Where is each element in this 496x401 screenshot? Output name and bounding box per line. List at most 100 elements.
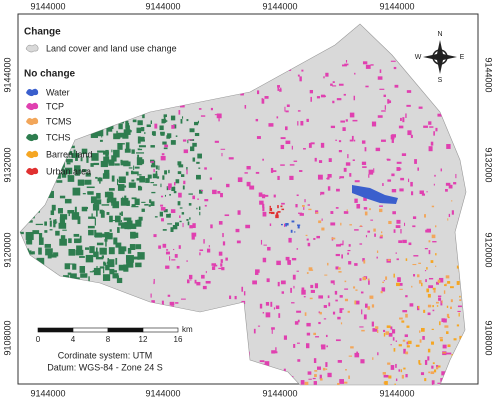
land-patch: [277, 87, 279, 91]
land-patch: [328, 302, 331, 307]
land-patch: [105, 232, 113, 240]
land-patch: [109, 268, 115, 275]
land-patch: [390, 326, 393, 330]
land-patch: [431, 328, 434, 330]
land-patch: [45, 248, 53, 256]
land-patch: [431, 205, 435, 208]
land-patch: [140, 186, 143, 191]
land-patch: [448, 379, 452, 382]
land-patch: [425, 279, 427, 283]
land-patch: [81, 148, 88, 155]
land-patch: [185, 97, 189, 101]
land-patch: [203, 344, 208, 347]
coordinate-label: 9120000: [484, 232, 494, 267]
land-patch: [293, 231, 296, 233]
land-patch: [20, 123, 24, 125]
land-patch: [80, 157, 83, 162]
land-patch: [118, 246, 125, 255]
coordinate-label: 9144000: [262, 388, 297, 398]
land-patch: [61, 173, 67, 178]
land-patch: [391, 134, 396, 138]
land-patch: [163, 209, 168, 213]
land-patch: [276, 260, 281, 266]
land-patch: [327, 186, 331, 191]
land-patch: [182, 222, 184, 228]
land-patch: [23, 207, 27, 211]
land-patch: [289, 175, 294, 180]
land-patch: [320, 194, 322, 196]
land-patch: [363, 314, 367, 320]
land-patch: [199, 252, 201, 256]
land-patch: [289, 164, 295, 166]
coordinate-label: 9144000: [262, 1, 297, 11]
land-patch: [218, 365, 223, 370]
land-patch: [68, 263, 75, 265]
land-patch: [190, 279, 192, 281]
land-patch: [187, 139, 189, 144]
land-patch: [138, 145, 146, 148]
land-patch: [177, 161, 182, 166]
land-patch: [246, 165, 251, 170]
land-patch: [335, 339, 341, 342]
land-patch: [237, 210, 241, 215]
land-patch: [431, 380, 435, 385]
land-patch: [421, 282, 423, 287]
land-patch: [165, 342, 169, 346]
land-patch: [391, 138, 394, 143]
land-patch: [211, 266, 216, 270]
land-patch: [175, 179, 180, 184]
land-patch: [96, 102, 102, 106]
land-patch: [137, 148, 143, 151]
land-patch: [429, 126, 434, 128]
land-patch: [91, 213, 93, 218]
land-patch: [344, 63, 349, 66]
land-patch: [382, 183, 384, 186]
land-patch: [108, 188, 115, 191]
land-patch: [456, 281, 460, 285]
land-patch: [256, 136, 261, 139]
land-patch: [133, 232, 139, 238]
land-patch: [94, 232, 103, 238]
land-patch: [353, 286, 356, 289]
legend-label: Barren land: [46, 149, 93, 159]
land-patch: [256, 90, 260, 95]
land-patch: [214, 140, 219, 143]
land-patch: [92, 106, 100, 112]
land-patch: [388, 220, 392, 225]
land-patch: [118, 264, 127, 271]
land-patch: [198, 108, 202, 110]
land-patch: [321, 227, 325, 231]
land-patch: [108, 159, 115, 166]
land-patch: [306, 118, 309, 122]
land-patch: [294, 321, 299, 325]
land-patch: [285, 223, 289, 226]
land-patch: [150, 164, 156, 168]
land-patch: [354, 180, 360, 183]
land-patch: [412, 263, 417, 266]
land-patch: [146, 124, 151, 128]
land-patch: [262, 206, 265, 212]
land-patch: [20, 265, 24, 269]
land-patch: [323, 305, 327, 308]
land-patch: [37, 203, 39, 206]
land-patch: [310, 142, 315, 145]
land-patch: [73, 233, 80, 237]
land-patch: [158, 245, 162, 249]
land-patch: [287, 260, 291, 264]
land-patch: [452, 72, 457, 75]
land-patch: [225, 257, 228, 261]
land-patch: [314, 370, 318, 372]
land-patch: [406, 325, 410, 328]
land-patch: [212, 64, 218, 69]
land-patch: [320, 378, 323, 381]
land-patch: [383, 94, 386, 98]
land-patch: [171, 102, 177, 107]
land-patch: [167, 294, 171, 297]
land-patch: [306, 322, 311, 327]
land-patch: [391, 329, 396, 334]
coordinate-label: 9132000: [484, 147, 494, 182]
land-patch: [173, 124, 177, 129]
land-patch: [102, 274, 111, 281]
land-patch: [263, 244, 267, 246]
land-patch: [343, 93, 346, 96]
